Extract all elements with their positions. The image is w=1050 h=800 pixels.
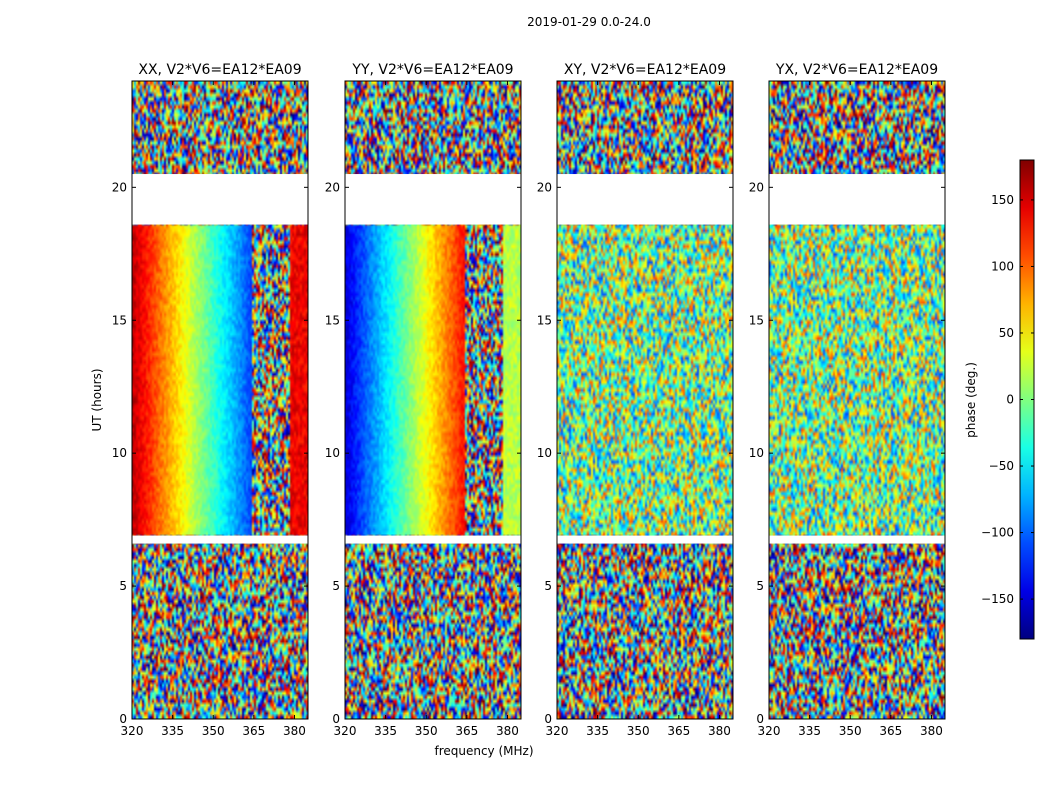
y-tick-label: 0 xyxy=(332,712,340,726)
y-tick-label: 20 xyxy=(537,180,552,194)
colorbar-tick-label: 0 xyxy=(1006,393,1014,407)
colorbar: 150 100 50 0 −50 −100 −150 xyxy=(981,159,1035,640)
x-tick-label: 335 xyxy=(586,724,609,738)
y-tick-label: 5 xyxy=(544,579,552,593)
panel-0: XX, V2*V6=EA12*EA09 320 335 350 365 380 0 5 10 15… xyxy=(112,62,309,738)
flagged-band xyxy=(345,535,521,544)
x-tick-label: 320 xyxy=(121,724,144,738)
panel-title: YY, V2*V6=EA12*EA09 xyxy=(351,62,513,78)
x-tick-label: 320 xyxy=(758,724,781,738)
colorbar-tick-label: 150 xyxy=(991,193,1014,207)
y-tick-label: 10 xyxy=(749,446,764,460)
figure-title: 2019-01-29 0.0-24.0 xyxy=(527,15,651,29)
colorbar-tick-label: −50 xyxy=(989,459,1014,473)
panel-title: XX, V2*V6=EA12*EA09 xyxy=(138,62,301,78)
flagged-band xyxy=(769,174,945,225)
y-tick-label: 20 xyxy=(325,180,340,194)
y-tick-label: 10 xyxy=(537,446,552,460)
y-tick-label: 15 xyxy=(749,313,764,327)
x-tick-label: 335 xyxy=(161,724,184,738)
panel-1: YY, V2*V6=EA12*EA09 320 335 350 365 380 0 5 10 15… xyxy=(325,62,522,738)
x-tick-label: 365 xyxy=(879,724,902,738)
flagged-band xyxy=(132,174,308,225)
x-tick-label: 380 xyxy=(283,724,306,738)
y-tick-label: 15 xyxy=(537,313,552,327)
panels: XX, V2*V6=EA12*EA09 320 335 350 365 380 0 5 10 15… xyxy=(112,62,946,738)
y-tick-label: 10 xyxy=(112,446,127,460)
y-tick-label: 0 xyxy=(756,712,764,726)
x-tick-label: 380 xyxy=(920,724,943,738)
x-tick-label: 365 xyxy=(667,724,690,738)
colorbar-tick-label: −100 xyxy=(981,526,1014,540)
x-tick-label: 350 xyxy=(839,724,862,738)
y-tick-label: 5 xyxy=(332,579,340,593)
y-tick-label: 5 xyxy=(756,579,764,593)
y-tick-label: 5 xyxy=(119,579,127,593)
y-tick-label: 0 xyxy=(544,712,552,726)
x-tick-label: 350 xyxy=(415,724,438,738)
panel-frame xyxy=(131,80,309,720)
colorbar-tick-label: 50 xyxy=(999,326,1014,340)
panel-title: XY, V2*V6=EA12*EA09 xyxy=(564,62,726,78)
flagged-band xyxy=(769,535,945,544)
x-tick-label: 380 xyxy=(496,724,519,738)
x-tick-label: 335 xyxy=(374,724,397,738)
x-tick-label: 365 xyxy=(455,724,478,738)
colorbar-tick-label: 100 xyxy=(991,259,1014,273)
flagged-band xyxy=(557,174,733,225)
x-tick-label: 320 xyxy=(546,724,569,738)
x-axis-label: frequency (MHz) xyxy=(434,744,533,758)
y-tick-label: 15 xyxy=(112,313,127,327)
flagged-band xyxy=(345,174,521,225)
panel-frame xyxy=(556,80,734,720)
panel-title: YX, V2*V6=EA12*EA09 xyxy=(775,62,938,78)
y-tick-label: 15 xyxy=(325,313,340,327)
x-tick-label: 335 xyxy=(798,724,821,738)
y-tick-label: 10 xyxy=(325,446,340,460)
y-axis-label: UT (hours) xyxy=(90,368,104,431)
y-tick-label: 20 xyxy=(112,180,127,194)
colorbar-tick-label: −150 xyxy=(981,592,1014,606)
panel-frame xyxy=(344,80,522,720)
x-tick-label: 350 xyxy=(627,724,650,738)
y-tick-label: 20 xyxy=(749,180,764,194)
panel-2: XY, V2*V6=EA12*EA09 320 335 350 365 380 0 5 10 15… xyxy=(537,62,734,738)
y-tick-label: 0 xyxy=(119,712,127,726)
x-tick-label: 380 xyxy=(708,724,731,738)
colorbar-label: phase (deg.) xyxy=(964,362,978,438)
flagged-band xyxy=(132,535,308,544)
panel-3: YX, V2*V6=EA12*EA09 320 335 350 365 380 0 5 10 15… xyxy=(749,62,946,738)
panel-frame xyxy=(768,80,946,720)
x-tick-label: 365 xyxy=(242,724,265,738)
flagged-band xyxy=(557,535,733,544)
x-tick-label: 350 xyxy=(202,724,225,738)
x-tick-label: 320 xyxy=(334,724,357,738)
